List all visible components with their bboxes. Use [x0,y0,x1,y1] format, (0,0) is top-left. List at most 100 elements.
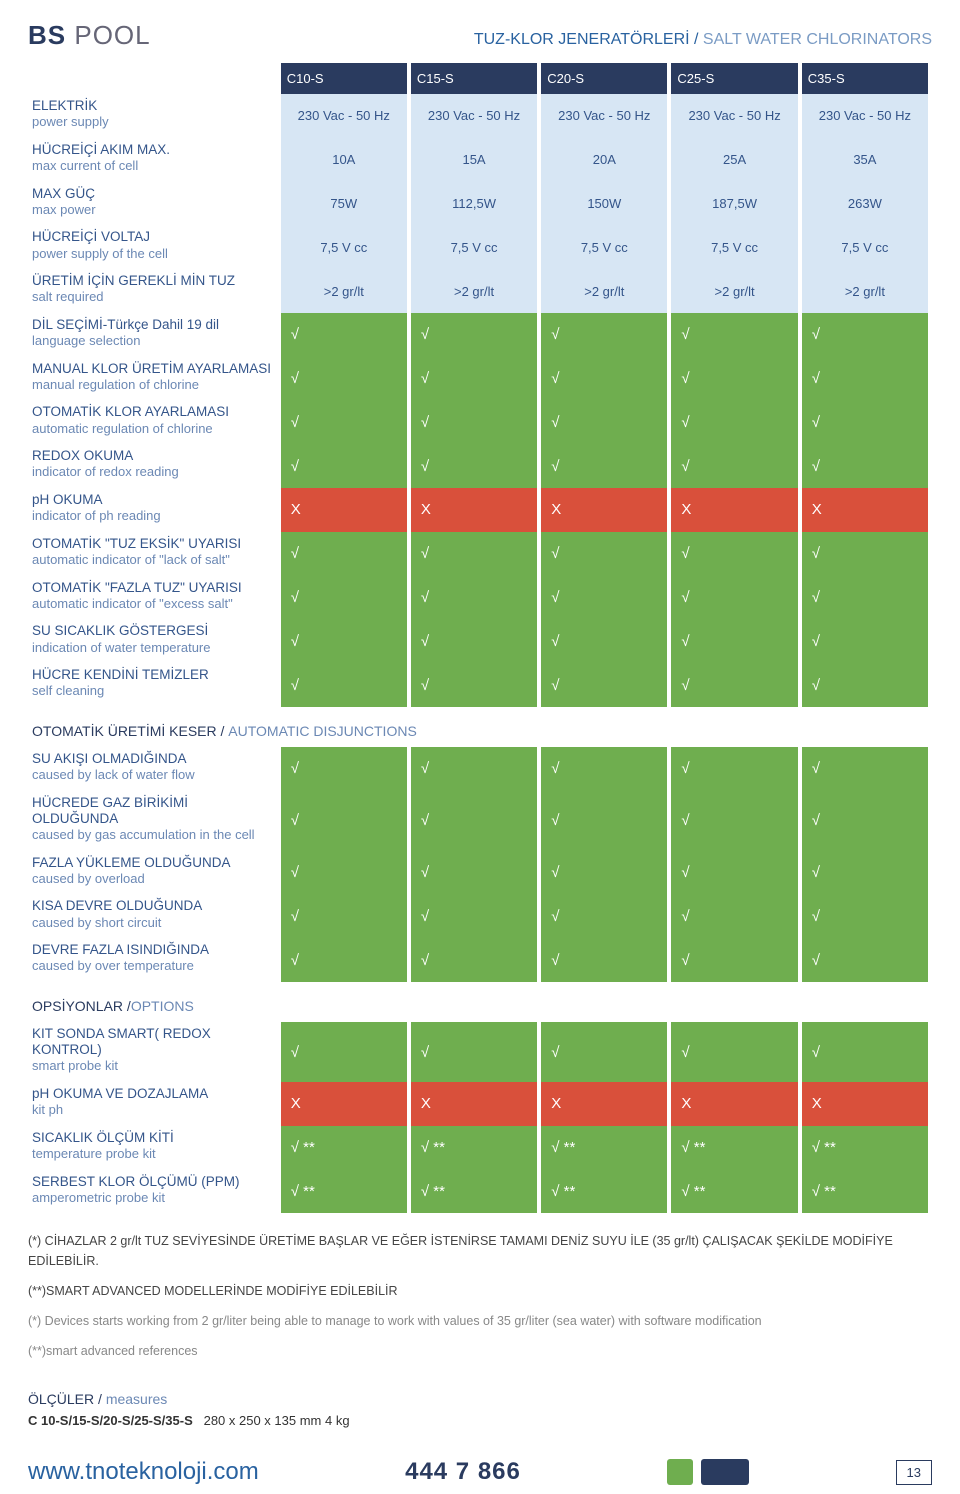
feature-cell: √ [281,576,407,620]
measures-models: C 10-S/15-S/20-S/25-S/35-S [28,1413,193,1428]
feature-label: MANUAL KLOR ÜRETİM AYARLAMASImanual regu… [32,357,277,401]
feature-cell: √ [802,791,928,851]
brand-logo: BS POOL [28,20,151,51]
model-header: C10-S [281,63,407,94]
measures-line: C 10-S/15-S/20-S/25-S/35-S 280 x 250 x 1… [28,1413,932,1428]
feature-label: pH OKUMAindicator of ph reading [32,488,277,532]
feature-cell: √ [281,747,407,791]
feature-cell: √ [671,938,797,982]
feature-label: SERBEST KLOR ÖLÇÜMÜ (PPM)amperometric pr… [32,1170,277,1214]
spec-value: 150W [541,182,667,226]
feature-cell: √ [671,747,797,791]
feature-cell: √ [802,400,928,444]
feature-cell: √ [541,532,667,576]
feature-cell: X [411,1082,537,1126]
feature-cell: √ [802,576,928,620]
feature-label: DİL SEÇİMİ-Türkçe Dahil 19 dillanguage s… [32,313,277,357]
feature-cell: X [541,488,667,532]
feature-cell: √ [281,532,407,576]
feature-cell: √ [281,791,407,851]
spec-label: HÜCREİÇİ VOLTAJpower supply of the cell [32,225,277,269]
measures-value: 280 x 250 x 135 mm 4 kg [204,1413,350,1428]
feature-cell: √ [411,894,537,938]
spec-value: 187,5W [671,182,797,226]
feature-label: DEVRE FAZLA ISINDIĞINDAcaused by over te… [32,938,277,982]
spec-value: >2 gr/lt [671,269,797,313]
spec-value: 25A [671,138,797,182]
feature-cell: √ [541,791,667,851]
feature-cell: √ ** [281,1170,407,1214]
feature-cell: √ ** [411,1126,537,1170]
feature-cell: √ [411,791,537,851]
logo-thin: POOL [74,20,150,50]
logo-bold: BS [28,20,66,50]
spec-value: 7,5 V cc [281,225,407,269]
feature-cell: √ [411,851,537,895]
spec-value: 7,5 V cc [671,225,797,269]
spec-value: >2 gr/lt [541,269,667,313]
model-header: C25-S [671,63,797,94]
feature-cell: X [541,1082,667,1126]
feature-cell: √ [411,938,537,982]
footnote-line: (**)smart advanced references [28,1341,932,1361]
feature-cell: √ [541,400,667,444]
feature-label: REDOX OKUMAindicator of redox reading [32,444,277,488]
title-sep: / [690,31,703,48]
spec-value: 10A [281,138,407,182]
spec-value: >2 gr/lt [411,269,537,313]
feature-cell: √ [802,851,928,895]
feature-cell: √ [541,894,667,938]
feature-cell: √ [411,619,537,663]
footer-url: www.tnoteknoloji.com [28,1458,259,1486]
feature-cell: √ [671,532,797,576]
feature-cell: √ [541,619,667,663]
feature-cell: √ [411,747,537,791]
spec-value: >2 gr/lt [281,269,407,313]
footnote-line: (*) Devices starts working from 2 gr/lit… [28,1311,932,1331]
feature-cell: √ ** [541,1126,667,1170]
spec-value: 112,5W [411,182,537,226]
title-tk: TUZ-KLOR JENERATÖRLERİ [474,31,690,48]
feature-cell: √ [281,851,407,895]
feature-cell: √ [802,894,928,938]
measures-en: measures [106,1391,167,1407]
feature-label: OTOMATİK KLOR AYARLAMASIautomatic regula… [32,400,277,444]
feature-cell: √ [281,444,407,488]
feature-cell: √ ** [671,1126,797,1170]
feature-cell: √ [281,619,407,663]
feature-cell: X [802,1082,928,1126]
feature-cell: √ [671,1022,797,1082]
feature-cell: √ [541,576,667,620]
footnote-line: (*) CİHAZLAR 2 gr/lt TUZ SEVİYESİNDE ÜRE… [28,1231,932,1271]
spec-value: 15A [411,138,537,182]
feature-cell: √ [541,747,667,791]
footnotes: (*) CİHAZLAR 2 gr/lt TUZ SEVİYESİNDE ÜRE… [28,1213,932,1377]
spec-value: 20A [541,138,667,182]
feature-label: SU AKIŞI OLMADIĞINDAcaused by lack of wa… [32,747,277,791]
feature-label: HÜCRE KENDİNİ TEMİZLERself cleaning [32,663,277,707]
footnote-line: (**)SMART ADVANCED MODELLERİNDE MODİFİYE… [28,1281,932,1301]
feature-cell: √ [802,747,928,791]
feature-label: SICAKLIK ÖLÇÜM KİTİtemperature probe kit [32,1126,277,1170]
measures-tk: ÖLÇÜLER / [28,1391,106,1407]
spec-value: 230 Vac - 50 Hz [281,94,407,138]
spec-value: 7,5 V cc [802,225,928,269]
feature-cell: X [281,1082,407,1126]
spec-value: >2 gr/lt [802,269,928,313]
spec-label: MAX GÜÇmax power [32,182,277,226]
feature-cell: √ ** [541,1170,667,1214]
feature-cell: √ ** [671,1170,797,1214]
feature-cell: √ [671,791,797,851]
feature-label: FAZLA YÜKLEME OLDUĞUNDAcaused by overloa… [32,851,277,895]
feature-cell: X [671,1082,797,1126]
feature-cell: √ [671,313,797,357]
feature-cell: √ [671,357,797,401]
model-header: C35-S [802,63,928,94]
feature-cell: X [281,488,407,532]
feature-cell: √ [541,313,667,357]
feature-cell: √ [671,619,797,663]
feature-label: OTOMATİK "TUZ EKSİK" UYARISIautomatic in… [32,532,277,576]
feature-cell: √ [541,663,667,707]
feature-cell: √ ** [802,1170,928,1214]
model-header: C15-S [411,63,537,94]
